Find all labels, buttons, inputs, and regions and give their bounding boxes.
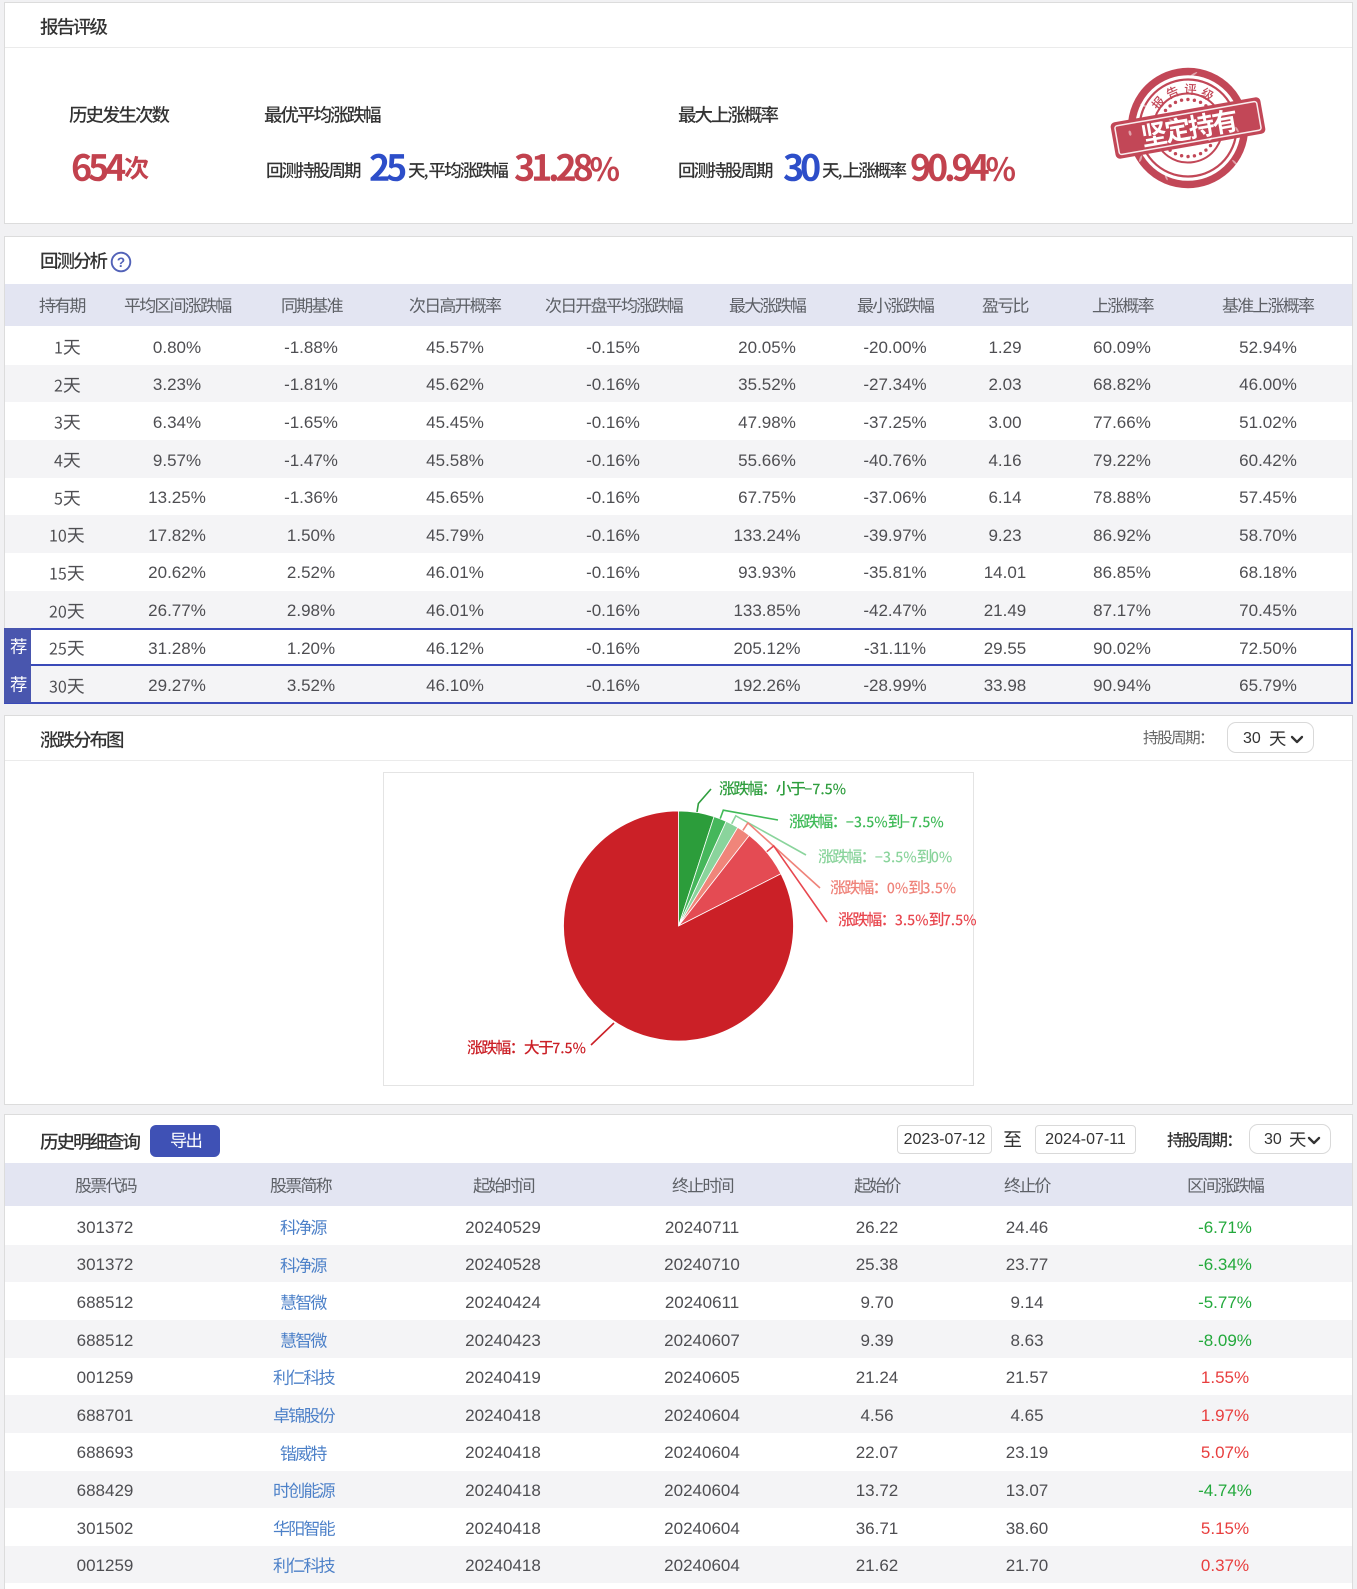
svg-text:?: ? — [117, 255, 125, 270]
